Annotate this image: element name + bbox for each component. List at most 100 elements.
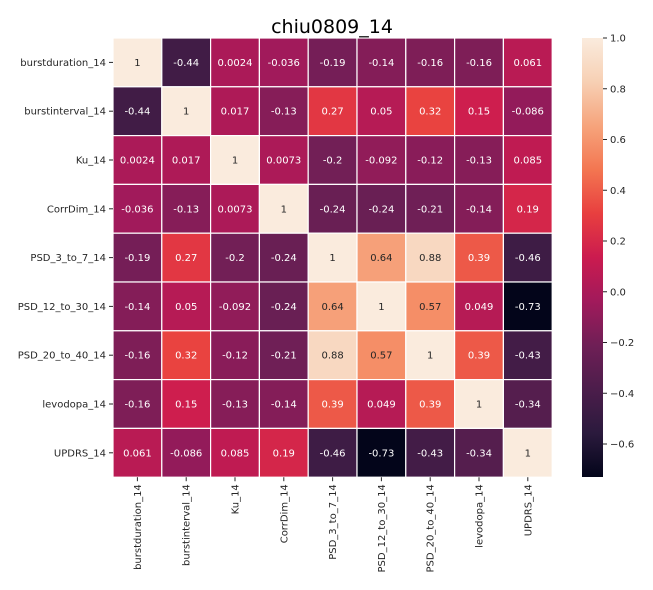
cell-value-label: -0.16 [417, 58, 443, 69]
heatmap-cell [502, 183, 553, 234]
heatmap-cell [356, 281, 407, 332]
cell-value-label: -0.12 [417, 156, 443, 167]
heatmap-cells [112, 37, 553, 478]
cell-value-label: -0.13 [173, 204, 199, 215]
heatmap-cell [112, 330, 163, 381]
colorbar-tick-label: 0.6 [610, 135, 626, 146]
column-tick-label: PSD_20_to_40_14 [426, 484, 437, 572]
heatmap-cell [454, 281, 505, 332]
column-tick-label: PSD_12_to_30_14 [377, 484, 388, 572]
cell-value-label: -0.21 [417, 204, 443, 215]
cell-value-label: 0.05 [370, 107, 392, 118]
cell-value-label: -0.73 [368, 448, 394, 459]
row-tick-label: CorrDim_14 [47, 204, 106, 215]
row-tick-label: PSD_3_to_7_14 [30, 253, 106, 264]
heatmap-cell [307, 330, 358, 381]
column-tick-label: burstduration_14 [133, 484, 144, 570]
heatmap-cell [112, 427, 163, 478]
heatmap-cell [502, 86, 553, 137]
heatmap-cell [161, 183, 212, 234]
cell-value-label: 0.88 [321, 351, 343, 362]
cell-value-label: 0.0024 [120, 156, 155, 167]
cell-value-label: 0.061 [123, 448, 152, 459]
colorbar-tick-label: −0.4 [610, 389, 634, 400]
heatmap-cell [405, 330, 456, 381]
cell-value-label: -0.46 [320, 448, 346, 459]
colorbar-tick-label: 1.0 [610, 34, 626, 45]
cell-value-label: 0.049 [465, 302, 494, 313]
heatmap-cell [502, 232, 553, 283]
heatmap-cell [356, 427, 407, 478]
row-tick-labels: burstduration_14 burstinterval_14 Ku_14 Cor… [18, 58, 113, 459]
heatmap-cell [258, 427, 309, 478]
heatmap-cell [454, 86, 505, 137]
cell-value-label: 0.05 [175, 302, 197, 313]
colorbar-tick-label: −0.2 [610, 338, 634, 349]
cell-value-label: -0.24 [368, 204, 394, 215]
heatmap-cell [307, 379, 358, 430]
colorbar-tick-label: 0.0 [610, 287, 626, 298]
cell-value-label: 1 [476, 400, 482, 411]
cell-value-label: -0.44 [124, 107, 150, 118]
cell-value-label: 0.15 [175, 400, 197, 411]
heatmap-cell [356, 232, 407, 283]
cell-value-label: 0.57 [370, 351, 392, 362]
cell-value-label: -0.14 [466, 204, 492, 215]
cell-value-label: -0.13 [466, 156, 492, 167]
colorbar-tick-label: 0.4 [610, 186, 626, 197]
cell-value-label: -0.16 [466, 58, 492, 69]
heatmap-cell [307, 86, 358, 137]
cell-value-label: -0.19 [320, 58, 346, 69]
column-tick-label: CorrDim_14 [279, 484, 290, 543]
cell-value-label: -0.34 [515, 400, 541, 411]
cell-value-label: 0.049 [367, 400, 396, 411]
cell-value-label: 0.39 [321, 400, 343, 411]
column-tick-label: PSD_3_to_7_14 [328, 484, 339, 560]
row-tick-label: burstduration_14 [20, 58, 106, 69]
heatmap-cell [112, 86, 163, 137]
cell-value-label: -0.14 [124, 302, 150, 313]
row-tick-label: levodopa_14 [42, 400, 106, 411]
heatmap-cell [502, 281, 553, 332]
cell-value-label: 1 [525, 448, 531, 459]
cell-value-label: -0.2 [225, 253, 245, 264]
column-tick-label: levodopa_14 [475, 484, 486, 548]
cell-value-label: 0.39 [468, 351, 490, 362]
heatmap-cell [258, 281, 309, 332]
heatmap-cell [356, 37, 407, 88]
column-tick-label: burstinterval_14 [182, 484, 193, 566]
cell-value-label: 0.64 [321, 302, 343, 313]
column-tick-label: UPDRS_14 [523, 484, 534, 536]
cell-value-label: 0.39 [468, 253, 490, 264]
cell-value-label: 1 [183, 107, 189, 118]
cell-value-label: -0.036 [268, 58, 300, 69]
cell-value-label: 0.19 [273, 448, 295, 459]
cell-value-label: 1 [281, 204, 287, 215]
heatmap-cell [112, 232, 163, 283]
heatmap-cell [210, 379, 261, 430]
cell-value-label: -0.46 [515, 253, 541, 264]
heatmap-cell [210, 135, 261, 186]
row-tick-label: PSD_12_to_30_14 [18, 302, 106, 313]
cell-value-label: -0.14 [271, 400, 297, 411]
heatmap-cell [161, 135, 212, 186]
cell-value-label: 0.19 [517, 204, 539, 215]
heatmap-cell [307, 135, 358, 186]
cell-value-label: 0.64 [370, 253, 392, 264]
heatmap-cell [405, 427, 456, 478]
cell-value-label: 0.0024 [218, 58, 253, 69]
heatmap-cell [405, 379, 456, 430]
row-tick-label: burstinterval_14 [24, 107, 106, 118]
heatmap-cell [112, 183, 163, 234]
heatmap-cell [112, 135, 163, 186]
cell-value-label: -0.13 [271, 107, 297, 118]
cell-value-label: 0.085 [221, 448, 250, 459]
heatmap-cell [405, 86, 456, 137]
cell-value-label: 1 [134, 58, 140, 69]
cell-value-label: -0.16 [124, 400, 150, 411]
cell-value-label: -0.34 [466, 448, 492, 459]
heatmap-cell [161, 37, 212, 88]
cell-value-label: 0.017 [172, 156, 201, 167]
cell-value-label: 0.085 [513, 156, 542, 167]
